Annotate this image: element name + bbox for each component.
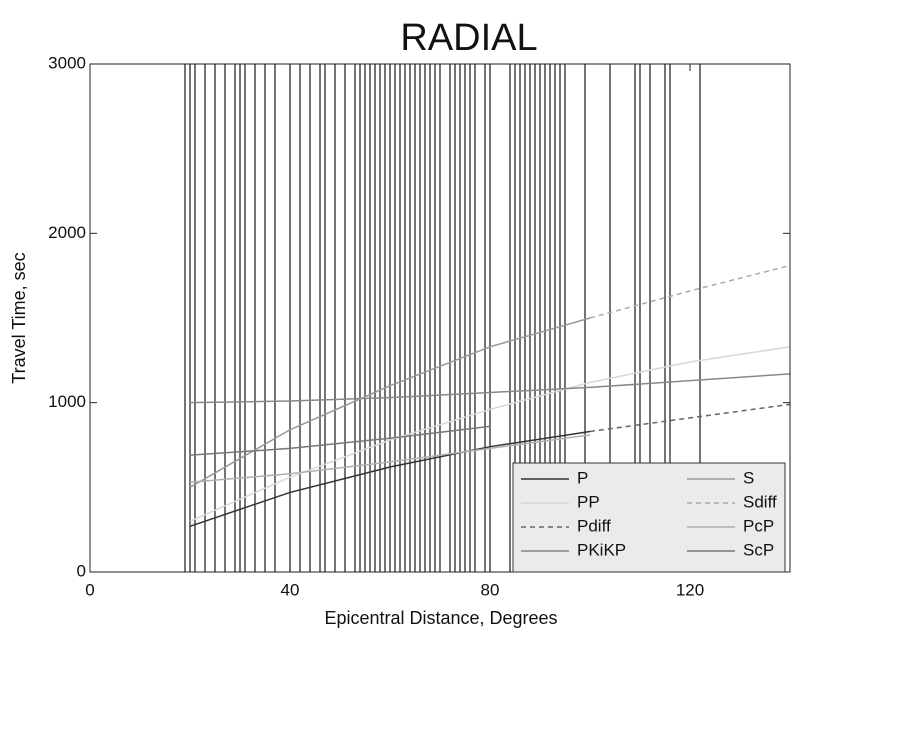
y-tick-label: 0: [77, 561, 86, 580]
y-axis-label: Travel Time, sec: [9, 252, 29, 383]
travel-time-curve: [189, 317, 591, 488]
travel-time-curve: [589, 403, 791, 433]
chart-title: RADIAL: [400, 17, 537, 59]
plot-frame: [89, 63, 791, 573]
legend-box: [512, 462, 786, 573]
x-tick-label: 80: [481, 580, 500, 599]
legend-label: S: [743, 468, 754, 487]
legend-label: Sdiff: [743, 492, 777, 511]
y-tick-label: 1000: [48, 392, 86, 411]
y-tick-label: 3000: [48, 53, 86, 72]
travel-time-curve: [189, 346, 791, 522]
x-axis-label: Epicentral Distance, Degrees: [324, 608, 557, 628]
travel-time-curve: [189, 430, 591, 527]
legend-label: Pdiff: [577, 516, 611, 535]
travel-time-curve: [589, 264, 791, 319]
x-tick-label: 40: [281, 580, 300, 599]
legend-label: PKiKP: [577, 540, 626, 559]
legend-label: PcP: [743, 516, 774, 535]
legend-label: ScP: [743, 540, 774, 559]
legend-label: PP: [577, 492, 600, 511]
x-tick-label: 0: [85, 580, 94, 599]
x-tick-label: 120: [676, 580, 704, 599]
travel-time-curve: [189, 425, 491, 456]
y-tick-label: 2000: [48, 223, 86, 242]
travel-time-curve: [189, 373, 791, 404]
legend-label: P: [577, 468, 588, 487]
travel-time-curve: [189, 434, 591, 484]
